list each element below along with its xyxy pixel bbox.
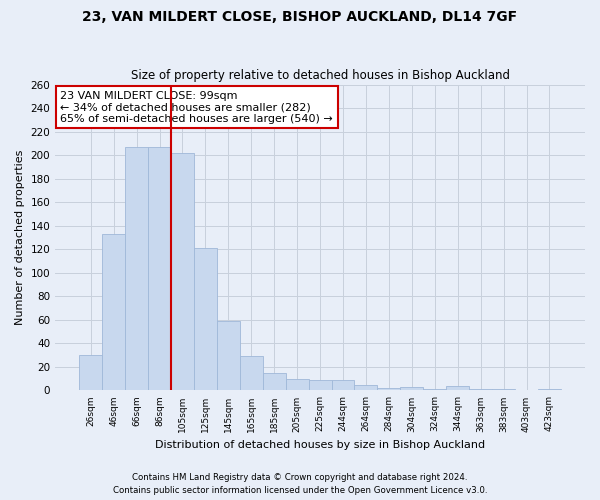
Bar	[217, 321, 240, 390]
Bar	[171, 153, 194, 390]
Text: Contains HM Land Registry data © Crown copyright and database right 2024.
Contai: Contains HM Land Registry data © Crown c…	[113, 474, 487, 495]
Bar	[377, 388, 400, 390]
Bar	[125, 147, 148, 390]
Bar	[194, 248, 217, 390]
Bar	[286, 378, 308, 390]
X-axis label: Distribution of detached houses by size in Bishop Auckland: Distribution of detached houses by size …	[155, 440, 485, 450]
Bar	[79, 355, 102, 390]
Bar	[263, 373, 286, 390]
Text: 23 VAN MILDERT CLOSE: 99sqm
← 34% of detached houses are smaller (282)
65% of se: 23 VAN MILDERT CLOSE: 99sqm ← 34% of det…	[61, 90, 333, 124]
Bar	[148, 147, 171, 390]
Bar	[446, 386, 469, 390]
Title: Size of property relative to detached houses in Bishop Auckland: Size of property relative to detached ho…	[131, 69, 509, 82]
Bar	[102, 234, 125, 390]
Bar	[332, 380, 355, 390]
Bar	[308, 380, 332, 390]
Bar	[240, 356, 263, 390]
Y-axis label: Number of detached properties: Number of detached properties	[15, 150, 25, 325]
Bar	[400, 387, 423, 390]
Bar	[355, 384, 377, 390]
Text: 23, VAN MILDERT CLOSE, BISHOP AUCKLAND, DL14 7GF: 23, VAN MILDERT CLOSE, BISHOP AUCKLAND, …	[82, 10, 518, 24]
